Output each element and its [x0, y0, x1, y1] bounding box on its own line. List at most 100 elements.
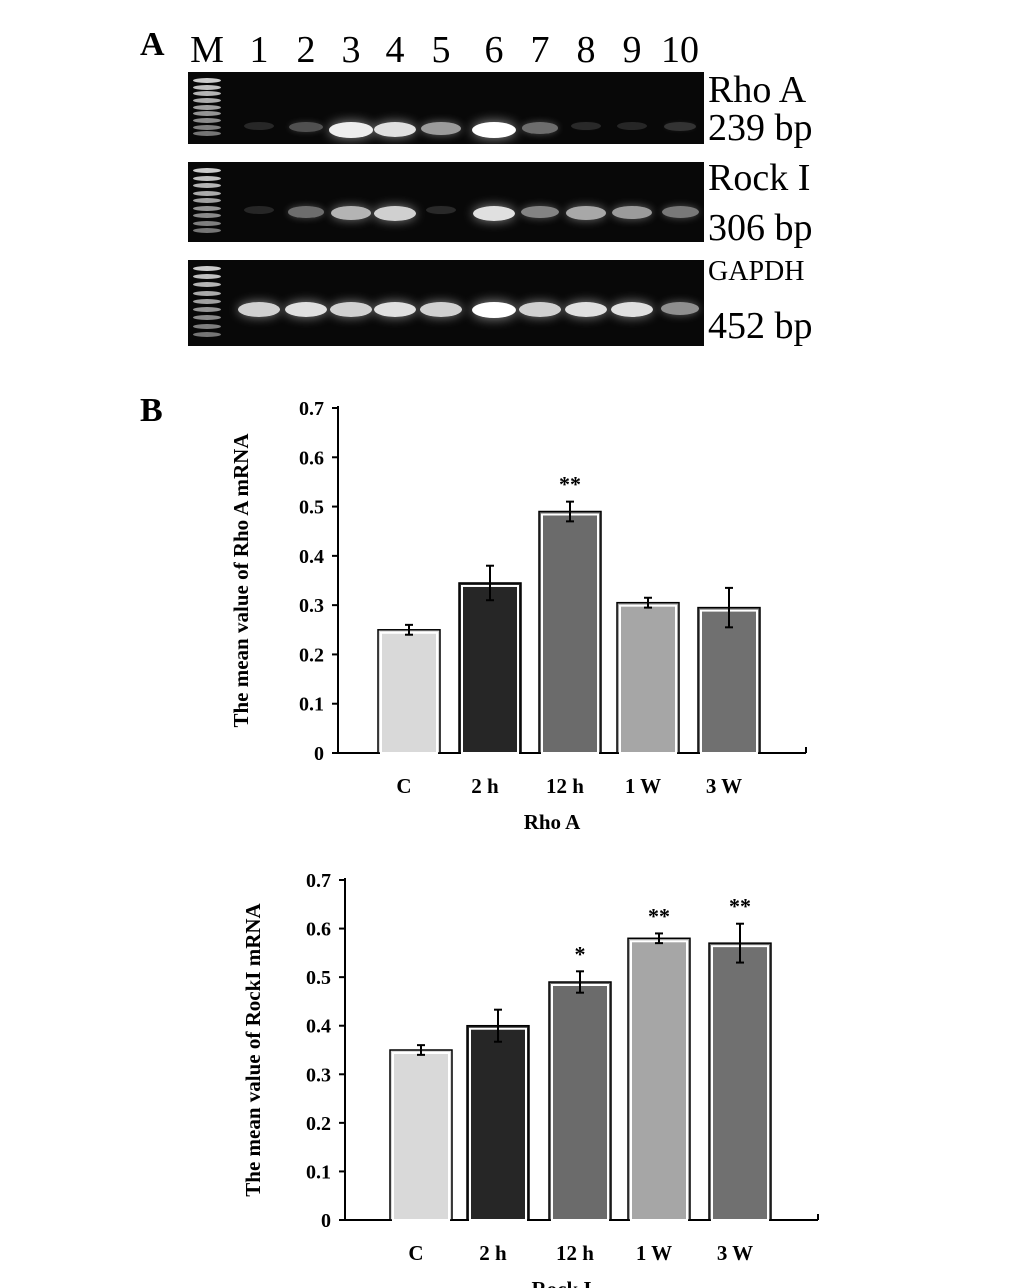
bar-2h [458, 582, 522, 754]
ladder-band [193, 213, 221, 219]
ladder-band [193, 131, 221, 137]
ladder-band [193, 290, 221, 296]
bar-2h [466, 1024, 530, 1221]
gel-rho-a [188, 72, 704, 144]
ladder-band [193, 91, 221, 97]
bar-1w [616, 601, 680, 754]
ladder-band [193, 84, 221, 90]
gel-band [330, 206, 372, 220]
gel-rock-i [188, 162, 704, 242]
lane-label: 4 [385, 29, 405, 71]
gel-band [421, 122, 461, 136]
gel-band [373, 122, 417, 138]
y-tick-label: 0.6 [306, 919, 331, 941]
y-tick-label: 0.1 [299, 694, 324, 716]
ladder-band [193, 205, 221, 211]
gel-band [425, 206, 457, 215]
bar-c [377, 629, 441, 754]
gel-target-label: Rho A [708, 69, 807, 111]
y-tick-label: 0.7 [299, 398, 324, 420]
gel-band [521, 122, 559, 134]
gel-target-label: Rock I [708, 157, 811, 199]
ladder-band [193, 331, 221, 337]
lane-label: 10 [661, 29, 699, 71]
y-tick-label: 0 [314, 743, 324, 765]
category-label: 3 W [717, 1241, 753, 1265]
y-tick-label: 0.7 [306, 870, 331, 892]
ladder-band [193, 118, 221, 123]
category-label: 1 W [625, 774, 661, 798]
category-label: 3 W [706, 774, 742, 798]
lane-label: 9 [622, 29, 642, 71]
y-tick-label: 0.2 [306, 1113, 331, 1135]
ladder-band [193, 98, 221, 103]
gel-band [564, 302, 608, 318]
category-label: 2 h [479, 1241, 507, 1265]
ladder-band [193, 323, 221, 329]
lane-label: 5 [431, 29, 451, 71]
gel-band [610, 302, 654, 318]
gel-band [329, 122, 373, 138]
ladder-band [193, 104, 221, 110]
significance-mark: ** [729, 894, 751, 919]
gel-band [243, 122, 275, 131]
gel-target-label: GAPDH [708, 256, 805, 287]
gel-band [521, 206, 559, 219]
y-tick-label: 0.1 [306, 1161, 331, 1183]
gel-gapdh [188, 260, 704, 346]
y-tick-label: 0.5 [306, 967, 331, 989]
gel-band [238, 302, 280, 317]
x-axis-title: Rho A [524, 810, 581, 834]
gel-band [472, 122, 516, 138]
y-tick-label: 0.6 [299, 447, 324, 469]
ladder-band [193, 124, 221, 130]
y-axis-title: The mean value of Rho A mRNA [229, 433, 253, 728]
gel-band [287, 206, 325, 218]
y-tick-label: 0.3 [306, 1064, 331, 1086]
y-tick-label: 0.2 [299, 644, 324, 666]
ladder-band [193, 190, 221, 196]
lane-label: 3 [341, 29, 361, 71]
panel-b-letter: B [140, 392, 163, 429]
gel-band [664, 122, 696, 131]
gel-band [612, 206, 652, 220]
lane-label: M [190, 29, 224, 71]
bar-1w [627, 937, 691, 1221]
gel-band [660, 302, 700, 315]
gel-band [420, 302, 462, 317]
ladder-band [193, 307, 221, 313]
bar-3w [708, 942, 772, 1221]
ladder-band [193, 175, 221, 181]
y-axis-title: The mean value of RockI mRNA [241, 902, 265, 1196]
lane-label: 6 [484, 29, 504, 71]
lane-label: 7 [530, 29, 550, 71]
gel-size-label: 452 bp [708, 305, 813, 347]
ladder-band [193, 274, 221, 280]
bar-3w [697, 606, 761, 754]
gel-band [519, 302, 561, 317]
ladder-band [193, 168, 221, 173]
gel-band [373, 302, 417, 318]
gel-band [661, 206, 699, 218]
category-label: 12 h [556, 1241, 594, 1265]
y-tick-label: 0.5 [299, 497, 324, 519]
gel-band [284, 302, 328, 318]
significance-mark: * [575, 941, 586, 966]
lane-label: 1 [249, 29, 269, 71]
gel-size-label: 306 bp [708, 207, 813, 249]
category-label: 2 h [471, 774, 499, 798]
significance-mark: ** [648, 903, 670, 928]
ladder-band [193, 220, 221, 226]
x-axis-title: Rock I [531, 1277, 591, 1288]
lane-header: M 1 2 3 4 5 6 7 8 9 10 [188, 28, 708, 72]
significance-mark: ** [559, 472, 581, 497]
category-label: 12 h [546, 774, 584, 798]
ladder-band [193, 228, 221, 234]
gel-band [566, 206, 606, 220]
panel-a-letter: A [140, 26, 165, 63]
ladder-band [193, 183, 221, 189]
gel-band [616, 122, 648, 131]
lane-label: 2 [296, 29, 316, 71]
ladder-band [193, 298, 221, 304]
y-tick-label: 0.4 [306, 1016, 331, 1038]
